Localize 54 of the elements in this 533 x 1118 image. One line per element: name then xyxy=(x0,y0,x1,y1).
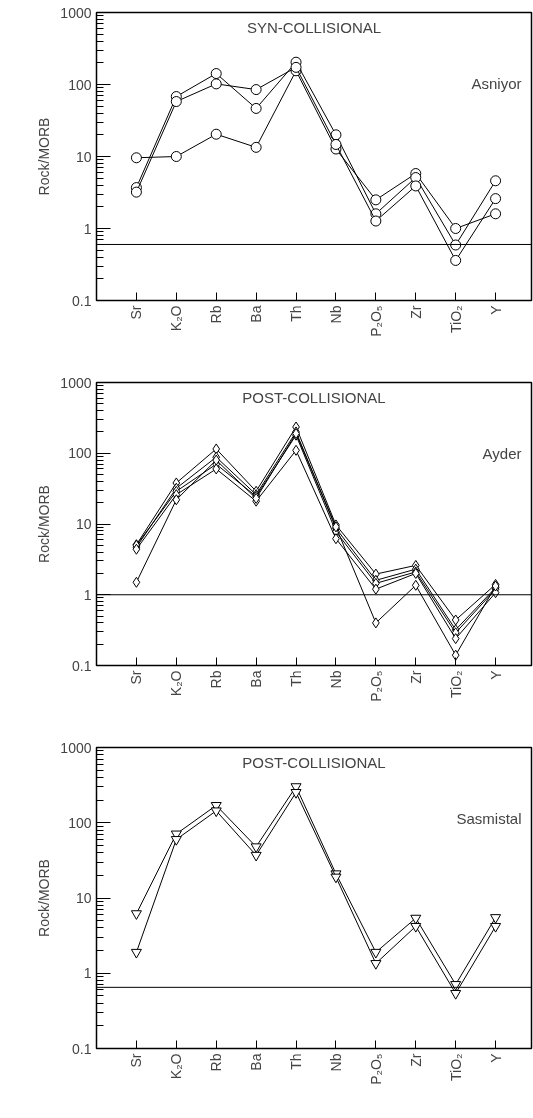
y-tick-label: 1 xyxy=(83,586,92,603)
chart-title: POST-COLLISIONAL xyxy=(242,753,386,771)
x-tick-label: Zr xyxy=(407,1053,424,1067)
x-tick-label: Rb xyxy=(208,1053,225,1072)
x-tick-label: Ba xyxy=(248,670,265,688)
x-tick-label: P₂O₅ xyxy=(367,670,384,702)
x-tick-label: Ba xyxy=(248,1053,265,1071)
y-tick-label: 0.1 xyxy=(72,292,92,309)
x-tick-label: Y xyxy=(487,1052,504,1063)
x-tick-label: Y xyxy=(487,669,504,680)
x-tick-label: TiO₂ xyxy=(447,1053,464,1081)
chart-title: POST-COLLISIONAL xyxy=(242,388,386,406)
y-tick-label: 1 xyxy=(83,220,92,237)
y-tick-label: 100 xyxy=(68,445,92,462)
x-tick-label: TiO₂ xyxy=(447,305,464,333)
x-tick-label: P₂O₅ xyxy=(367,305,384,337)
y-tick-label: 10 xyxy=(75,890,92,906)
y-tick-label: 1000 xyxy=(60,4,92,21)
y-tick-label: 100 xyxy=(68,814,92,831)
y-tick-label: 10 xyxy=(75,516,92,532)
y-tick-label: 100 xyxy=(68,76,92,93)
x-tick-label: Nb xyxy=(327,305,344,324)
y-tick-label: 10 xyxy=(75,148,92,165)
y-axis-title: Rock/MORB xyxy=(36,859,53,937)
x-tick-label: Zr xyxy=(407,670,424,684)
x-tick-label: Th xyxy=(288,305,305,322)
y-tick-label: 1000 xyxy=(60,374,92,391)
annotation: Asniyor xyxy=(471,74,522,92)
y-tick-label: 0.1 xyxy=(72,657,92,674)
x-tick-label: Rb xyxy=(208,305,225,324)
y-axis-title: Rock/MORB xyxy=(36,485,53,563)
annotation: Sasmistal xyxy=(456,809,522,827)
y-tick-label: 1 xyxy=(83,965,92,982)
x-tick-label: Y xyxy=(487,304,504,315)
x-tick-label: K₂O xyxy=(168,670,185,697)
x-tick-label: Th xyxy=(288,670,305,687)
x-tick-label: Rb xyxy=(208,670,225,689)
annotation: Ayder xyxy=(482,444,522,462)
x-tick-label: Th xyxy=(288,1053,305,1070)
x-tick-label: Ba xyxy=(248,305,265,323)
x-tick-label: TiO₂ xyxy=(447,670,464,698)
x-tick-label: K₂O xyxy=(168,305,185,332)
x-tick-label: Nb xyxy=(327,670,344,689)
x-tick-label: Sr xyxy=(128,305,145,320)
y-tick-label: 0.1 xyxy=(72,1040,92,1057)
y-tick-label: 1000 xyxy=(60,739,92,756)
x-tick-label: K₂O xyxy=(168,1053,185,1080)
y-axis-title: Rock/MORB xyxy=(36,117,53,196)
x-tick-label: Zr xyxy=(407,305,424,319)
x-tick-label: Sr xyxy=(128,670,145,685)
x-tick-label: Sr xyxy=(128,1053,145,1068)
x-tick-label: P₂O₅ xyxy=(367,1053,384,1085)
chart-title: SYN-COLLISIONAL xyxy=(246,18,382,36)
x-tick-label: Nb xyxy=(327,1053,344,1072)
